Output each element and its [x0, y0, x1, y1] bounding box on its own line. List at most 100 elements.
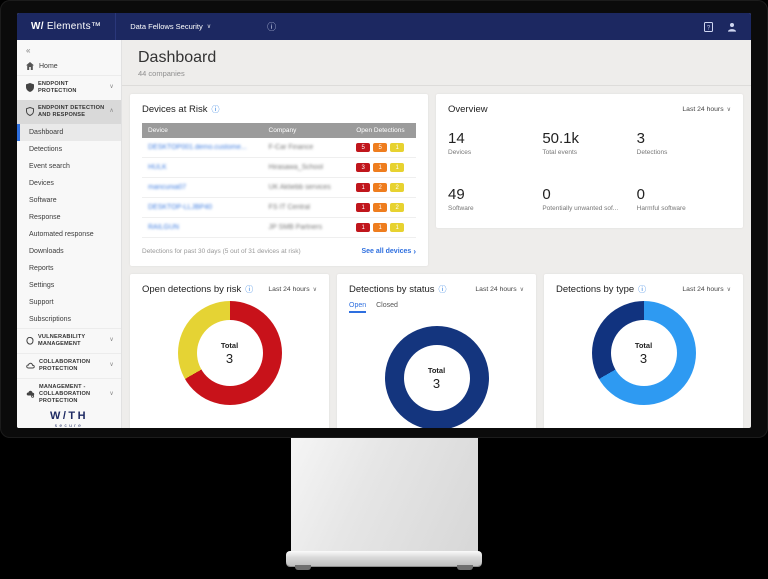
sidebar-item-software[interactable]: Software — [29, 196, 57, 204]
cloud-icon — [26, 362, 35, 369]
type-donut-chart[interactable]: Total 3 — [591, 301, 696, 405]
stat-devices: 14 Devices — [448, 130, 542, 156]
stat-label: Devices — [448, 149, 472, 156]
chevron-down-icon: ∨ — [726, 107, 731, 113]
sidebar-item-label: Home — [39, 62, 58, 70]
user-account-icon[interactable] — [727, 22, 737, 32]
see-all-devices-link[interactable]: See all devices › — [362, 247, 417, 256]
risk-donut-chart[interactable]: Total 3 — [177, 301, 282, 405]
sidebar-section-collaboration-protection[interactable]: COLLABORATION PROTECTION ∨ — [17, 352, 121, 378]
stat-value: 49 — [448, 186, 465, 203]
chevron-down-icon: ∨ — [312, 287, 317, 293]
sidebar-item-support[interactable]: Support — [29, 298, 54, 306]
sidebar-item-subscriptions[interactable]: Subscriptions — [29, 315, 72, 323]
stat-value: 0 — [636, 186, 645, 203]
chevron-down-icon: ∨ — [206, 24, 212, 30]
low-risk-badge: 1 — [390, 163, 405, 172]
donut-total-value: 3 — [639, 350, 648, 366]
info-icon[interactable]: ⓘ — [211, 105, 220, 114]
high-risk-badge: 5 — [356, 143, 371, 152]
organization-selector[interactable]: Data Fellows Security ∨ — [116, 13, 225, 40]
time-filter-label: Last 24 hours — [682, 106, 724, 113]
table-row: DESKTOP001.demo.custome... F-Car Finance… — [142, 138, 416, 158]
sidebar-item-settings[interactable]: Settings — [29, 281, 55, 289]
device-link[interactable]: HULK — [148, 164, 167, 171]
sidebar-item-response[interactable]: Response — [29, 213, 61, 221]
donut-total-label: Total — [220, 340, 239, 350]
medium-risk-badge: 1 — [373, 163, 388, 172]
home-icon — [26, 62, 34, 70]
company-name: FS IT Central — [268, 204, 311, 211]
device-link[interactable]: DESKTOP-LLJBP40 — [148, 204, 213, 211]
card-title: Open detections by risk — [142, 284, 242, 295]
sidebar-item-event-search[interactable]: Event search — [29, 162, 70, 170]
card-title: Overview — [448, 104, 488, 115]
org-info-icon[interactable]: ⓘ — [267, 22, 277, 32]
detections-summary-note: Detections for past 30 days (5 out of 31… — [142, 248, 301, 255]
stat-value: 14 — [448, 130, 465, 147]
donut-total-value: 3 — [225, 350, 234, 366]
tab-open[interactable]: Open — [349, 302, 367, 313]
sidebar-item-home[interactable]: Home — [17, 57, 121, 75]
time-filter-dropdown[interactable]: Last 24 hours ∨ — [475, 286, 524, 293]
tab-closed[interactable]: Closed — [376, 302, 398, 309]
sidebar-collapse-button[interactable]: « — [26, 46, 31, 55]
help-docs-icon[interactable]: ? — [704, 21, 713, 32]
stat-value: 0 — [542, 186, 551, 203]
stat-total-events: 50.1k Total events — [542, 130, 636, 156]
device-link[interactable]: mancunia07 — [148, 184, 187, 191]
sidebar-section-management-collaboration[interactable]: MANAGEMENT - COLLABORATION PROTECTION ∨ — [17, 377, 121, 410]
sidebar-section-endpoint-protection[interactable]: ENDPOINT PROTECTION ∨ — [17, 75, 121, 100]
sidebar-section-edr[interactable]: ENDPOINT DETECTION AND RESPONSE ∧ — [17, 99, 121, 124]
device-link[interactable]: DESKTOP001.demo.custome... — [148, 144, 247, 151]
company-name: Hirasawa_School — [268, 164, 324, 171]
top-navbar: W/Elements™ Data Fellows Security ∨ ⓘ ? — [17, 13, 751, 40]
info-icon[interactable]: ⓘ — [638, 285, 647, 294]
stat-value: 50.1k — [542, 130, 580, 147]
withsecure-logo-main: W/TH — [49, 409, 89, 422]
column-header-device: Device — [142, 123, 263, 138]
status-donut-chart[interactable]: Total 3 — [384, 326, 489, 428]
time-filter-dropdown[interactable]: Last 24 hours ∨ — [682, 106, 731, 113]
overview-card: Overview Last 24 hours ∨ 14 Devices 50.1k… — [436, 94, 743, 228]
brand-name: Elements™ — [46, 21, 102, 32]
sidebar-section-label: ENDPOINT DETECTION AND RESPONSE — [38, 104, 105, 118]
sidebar-item-detections[interactable]: Detections — [29, 145, 63, 153]
company-name: UK Aktiebb services — [268, 184, 331, 191]
donut-total-label: Total — [427, 365, 446, 375]
time-filter-dropdown[interactable]: Last 24 hours ∨ — [682, 286, 731, 293]
info-icon[interactable]: ⓘ — [245, 285, 254, 294]
table-header-row: Device Company Open Detections — [142, 123, 416, 138]
sidebar-item-devices[interactable]: Devices — [29, 179, 54, 187]
time-filter-label: Last 24 hours — [682, 286, 724, 293]
organization-name: Data Fellows Security — [130, 22, 203, 31]
info-icon[interactable]: ⓘ — [438, 285, 447, 294]
stat-software: 49 Software — [448, 186, 542, 212]
sidebar-item-automated-response[interactable]: Automated response — [29, 230, 94, 238]
brand-logo[interactable]: W/Elements™ — [17, 21, 115, 32]
sidebar-item-downloads[interactable]: Downloads — [29, 247, 64, 255]
donut-center: Total 3 — [196, 320, 263, 386]
time-filter-label: Last 24 hours — [268, 286, 310, 293]
chevron-down-icon: ∨ — [109, 84, 114, 91]
card-title: Detections by type — [556, 284, 635, 295]
medium-risk-badge: 2 — [373, 183, 388, 192]
time-filter-dropdown[interactable]: Last 24 hours ∨ — [268, 286, 317, 293]
sidebar-section-label: ENDPOINT PROTECTION — [38, 81, 77, 94]
low-risk-badge: 1 — [390, 143, 405, 152]
brand-mark: W/ — [31, 21, 44, 32]
donut-center: Total 3 — [610, 320, 677, 386]
monitor-stand-foot — [295, 565, 311, 570]
donut-center: Total 3 — [403, 345, 470, 411]
devices-at-risk-table: Device Company Open Detections DESKTOP00… — [142, 123, 416, 238]
sidebar-section-vulnerability-management[interactable]: VULNERABILITY MANAGEMENT ∨ — [17, 327, 121, 353]
page-title: Dashboard — [138, 49, 217, 66]
sidebar-item-reports[interactable]: Reports — [29, 264, 54, 272]
device-link[interactable]: RAILGUN — [148, 224, 180, 231]
column-header-open-detections: Open Detections — [350, 123, 416, 138]
chevron-up-icon: ∧ — [109, 108, 114, 115]
sidebar-item-dashboard[interactable]: Dashboard — [17, 123, 121, 141]
